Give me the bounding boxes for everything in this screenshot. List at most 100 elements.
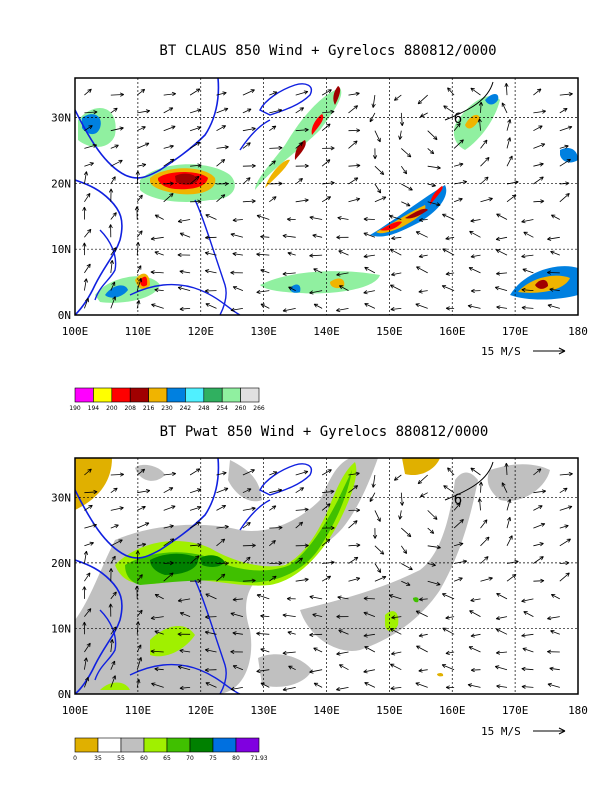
- wind-vector: [256, 289, 270, 294]
- wind-vector: [427, 182, 436, 188]
- wind-vector: [445, 650, 455, 655]
- wind-vector: [269, 561, 283, 566]
- wind-vector: [256, 631, 270, 636]
- wind-vector: [533, 162, 544, 167]
- x-tick-label: 110E: [125, 325, 152, 338]
- panel-1-wind-scale-arrow: [533, 347, 566, 355]
- wind-vector: [83, 171, 88, 185]
- wind-vector: [179, 611, 191, 617]
- wind-vector: [84, 642, 91, 653]
- x-tick-label: 120E: [188, 704, 215, 717]
- wind-vector: [110, 506, 124, 511]
- wind-vector: [480, 556, 489, 564]
- wind-vector: [205, 214, 217, 220]
- x-tick-label: 160E: [439, 325, 466, 338]
- wind-vector: [154, 288, 164, 293]
- wind-vector: [416, 645, 428, 653]
- wind-vector: [230, 307, 243, 312]
- wind-vector: [374, 575, 387, 582]
- wind-vector: [337, 595, 349, 600]
- wind-vector: [401, 183, 413, 191]
- wind-vector: [137, 489, 151, 494]
- wind-vector: [269, 145, 283, 151]
- wind-vector: [204, 648, 217, 653]
- wind-vector: [84, 162, 94, 167]
- wind-vector: [533, 522, 546, 529]
- wind-vector: [295, 577, 309, 582]
- wind-vector: [163, 524, 174, 529]
- panel-2-y-ticks: 0N 10N 20N 30N: [51, 491, 71, 701]
- panel-2-storm-marker: 6: [454, 492, 462, 508]
- wind-vector: [242, 177, 251, 185]
- wind-vector: [372, 148, 378, 160]
- wind-vector: [216, 159, 226, 167]
- wind-vector: [177, 665, 191, 671]
- wind-vector: [242, 126, 256, 132]
- wind-vector: [533, 109, 547, 114]
- wind-vector: [295, 163, 309, 169]
- wind-vector: [321, 469, 332, 476]
- wind-vector: [390, 307, 402, 312]
- wind-vector: [559, 505, 573, 511]
- wind-vector: [242, 522, 251, 529]
- wind-vector: [559, 181, 570, 186]
- colorbar-swatch: [148, 387, 168, 403]
- x-tick-label: 170E: [502, 704, 529, 717]
- wind-vector: [521, 305, 534, 310]
- wind-vector: [82, 621, 87, 635]
- wind-vector: [401, 527, 412, 538]
- wind-vector: [338, 285, 349, 291]
- wind-vector: [374, 130, 381, 143]
- wind-vector: [110, 296, 117, 309]
- wind-vector: [348, 163, 361, 168]
- wind-vector: [256, 252, 270, 257]
- wind-vector: [163, 471, 177, 477]
- wind-vector: [205, 614, 217, 620]
- wind-vector: [348, 197, 361, 203]
- wind-vector: [336, 614, 349, 619]
- wind-vector: [295, 127, 309, 133]
- wind-vector: [110, 92, 124, 97]
- wind-vector: [496, 593, 508, 600]
- wind-vector: [137, 542, 147, 547]
- wind-vector: [136, 574, 143, 582]
- wind-vector: [470, 667, 481, 673]
- wind-vector: [135, 170, 140, 185]
- x-tick-label: 130E: [250, 325, 277, 338]
- panel-2-colorbar: 0 35 55 60 65 70 75 80 71.93: [73, 737, 268, 762]
- wind-vector: [501, 482, 508, 493]
- wind-vector: [549, 666, 560, 671]
- wind-vector: [559, 524, 569, 529]
- wind-vector: [533, 468, 542, 476]
- colorbar-swatch: [185, 387, 205, 403]
- colorbar-label: 216: [143, 405, 155, 412]
- wind-vector: [269, 575, 277, 582]
- wind-vector: [470, 254, 481, 259]
- wind-vector: [269, 505, 277, 511]
- wind-vector: [364, 682, 376, 688]
- wind-vector: [232, 286, 244, 291]
- panel-claus: BT CLAUS 850 Wind + Gyrelocs 880812/0000: [51, 43, 588, 412]
- wind-vector: [374, 165, 385, 175]
- wind-vector: [521, 598, 534, 603]
- wind-vector: [348, 520, 358, 529]
- wind-vector: [533, 542, 544, 547]
- wind-vector: [393, 94, 402, 101]
- wind-vector: [369, 112, 376, 123]
- wind-vector: [441, 593, 455, 600]
- wind-vector: [216, 107, 229, 114]
- colorbar-swatch: [143, 737, 168, 753]
- wind-vector: [364, 303, 376, 309]
- wind-vector: [163, 125, 176, 132]
- wind-vector: [480, 157, 490, 167]
- wind-vector: [84, 541, 94, 547]
- wind-vector: [477, 118, 482, 131]
- wind-vector: [242, 108, 252, 114]
- wind-vector: [260, 234, 270, 239]
- wind-vector: [453, 139, 464, 149]
- wind-vector: [427, 130, 438, 141]
- wind-vector: [523, 231, 534, 238]
- wind-vector: [110, 144, 119, 149]
- wind-vector: [312, 613, 323, 618]
